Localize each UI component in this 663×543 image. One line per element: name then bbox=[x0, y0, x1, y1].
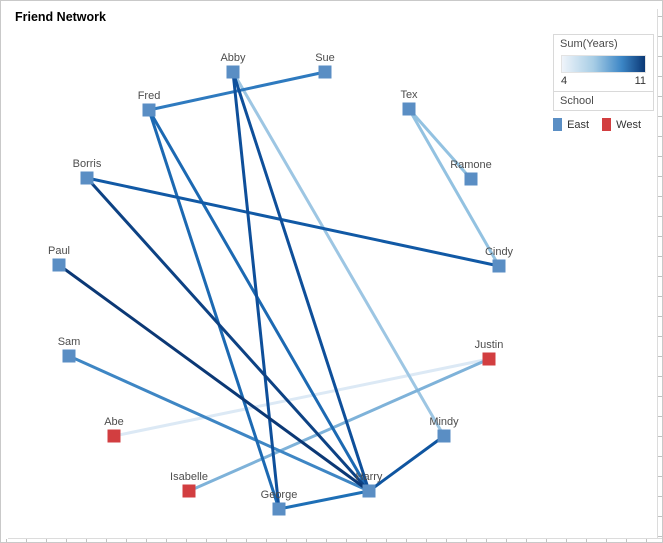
west-swatch-icon[interactable] bbox=[602, 118, 612, 131]
node-label-Fred: Fred bbox=[138, 90, 161, 102]
edge-Fred-Sue[interactable] bbox=[148, 70, 326, 112]
east-swatch-icon[interactable] bbox=[553, 118, 563, 131]
node-Sue[interactable] bbox=[318, 65, 332, 79]
gradient-min-label: 4 bbox=[561, 75, 568, 87]
node-Cindy[interactable] bbox=[492, 259, 506, 273]
east-swatch-label: East bbox=[567, 118, 590, 131]
edge-Tex-Cindy[interactable] bbox=[407, 108, 501, 267]
node-George[interactable] bbox=[272, 502, 286, 516]
gradient-max-label: 11 bbox=[634, 75, 646, 87]
edge-George-Harry[interactable] bbox=[278, 489, 370, 511]
edge-Abe-Justin[interactable] bbox=[113, 357, 490, 438]
node-Mindy[interactable] bbox=[437, 429, 451, 443]
node-label-Borris: Borris bbox=[73, 158, 102, 170]
edge-Abby-Mindy[interactable] bbox=[231, 71, 446, 437]
node-Ramone[interactable] bbox=[464, 172, 478, 186]
edge-Abby-George[interactable] bbox=[231, 71, 281, 510]
school-swatches: East West bbox=[553, 118, 654, 131]
node-Justin[interactable] bbox=[482, 352, 496, 366]
node-label-Isabelle: Isabelle bbox=[170, 471, 208, 483]
node-Fred[interactable] bbox=[142, 103, 156, 117]
node-Tex[interactable] bbox=[402, 102, 416, 116]
edge-Borris-Harry[interactable] bbox=[85, 176, 371, 493]
chart-title: Friend Network bbox=[15, 10, 106, 24]
node-Borris[interactable] bbox=[80, 171, 94, 185]
node-label-Paul: Paul bbox=[48, 245, 70, 257]
edge-Mindy-Harry[interactable] bbox=[368, 434, 445, 493]
node-label-Justin: Justin bbox=[475, 339, 504, 351]
node-Harry[interactable] bbox=[362, 484, 376, 498]
edge-Borris-Cindy[interactable] bbox=[86, 176, 500, 268]
edge-Isabelle-Justin[interactable] bbox=[188, 357, 490, 493]
edge-Abby-Harry[interactable] bbox=[231, 71, 371, 492]
edge-Fred-George[interactable] bbox=[147, 109, 281, 510]
node-label-Sam: Sam bbox=[58, 336, 81, 348]
node-label-George: George bbox=[261, 489, 298, 501]
node-label-Harry: Harry bbox=[356, 471, 383, 483]
node-label-Tex: Tex bbox=[400, 89, 418, 101]
west-swatch-label: West bbox=[616, 118, 641, 131]
node-label-Abe: Abe bbox=[104, 416, 124, 428]
node-label-Cindy: Cindy bbox=[485, 246, 514, 258]
node-Sam[interactable] bbox=[62, 349, 76, 363]
edge-Sam-Harry[interactable] bbox=[68, 354, 370, 493]
node-label-Ramone: Ramone bbox=[450, 159, 492, 171]
color-gradient-labels: 4 11 bbox=[554, 75, 653, 91]
node-Abe[interactable] bbox=[107, 429, 121, 443]
node-Paul[interactable] bbox=[52, 258, 66, 272]
node-Abby[interactable] bbox=[226, 65, 240, 79]
shape-legend-title: School bbox=[554, 91, 653, 110]
edge-Tex-Ramone[interactable] bbox=[407, 108, 473, 180]
color-legend-title: Sum(Years) bbox=[560, 38, 618, 50]
edge-Paul-Harry[interactable] bbox=[58, 263, 370, 493]
legend-panel: Sum(Years) 4 11 School East West bbox=[553, 34, 654, 131]
node-label-Sue: Sue bbox=[315, 52, 335, 64]
color-gradient-bar[interactable] bbox=[561, 55, 646, 73]
node-label-Abby: Abby bbox=[220, 52, 246, 64]
edge-Fred-Harry[interactable] bbox=[147, 109, 371, 492]
color-legend: Sum(Years) 4 11 School bbox=[553, 34, 654, 111]
node-label-Mindy: Mindy bbox=[429, 416, 459, 428]
node-Isabelle[interactable] bbox=[182, 484, 196, 498]
